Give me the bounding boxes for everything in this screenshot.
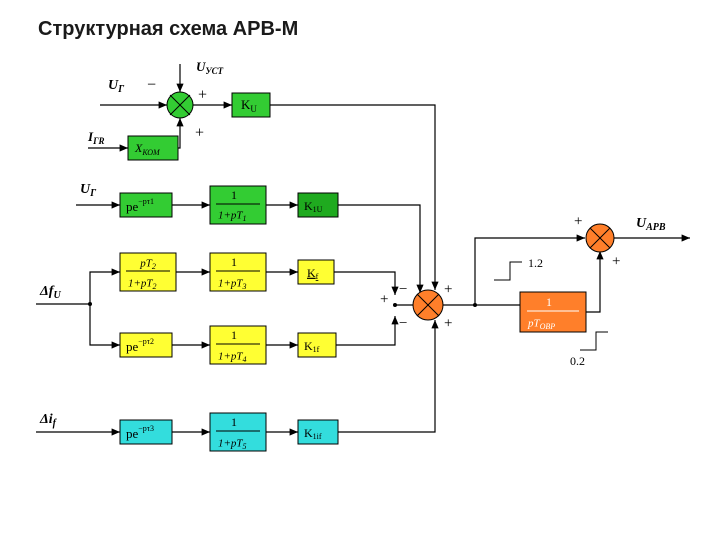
svg-text:1+pT1: 1+pT1: [218, 210, 247, 223]
svg-text:1: 1: [231, 415, 237, 429]
svg-text:1+pT3: 1+pT3: [218, 278, 247, 291]
svg-text:1+pT2: 1+pT2: [128, 278, 157, 291]
svg-text:+: +: [444, 315, 452, 331]
svg-text:+: +: [444, 281, 452, 297]
svg-text:−: −: [399, 315, 407, 331]
sign-plus-1: +: [198, 87, 207, 104]
svg-text:1: 1: [546, 295, 552, 309]
svg-text:+: +: [380, 291, 388, 307]
svg-text:+: +: [574, 213, 582, 229]
label-dfu: ΔfU: [39, 284, 61, 301]
label-ug: UГ: [108, 78, 125, 95]
diagram-canvas: UГ − UУСТ + IГR XКОМ + KU UГ pe−pτ1 1 1+…: [0, 0, 720, 540]
limit-lo: 0.2: [570, 354, 585, 368]
label-igr: IГR: [87, 129, 105, 146]
svg-text:1: 1: [231, 188, 237, 202]
label-ug2: UГ: [80, 182, 97, 199]
svg-text:1: 1: [231, 328, 237, 342]
sign-plus-2: +: [195, 125, 204, 142]
svg-text:+: +: [612, 253, 620, 269]
label-uust: UУСТ: [196, 59, 224, 76]
label-dif: Δif: [39, 412, 58, 429]
label-uarv: UАРВ: [636, 216, 666, 233]
limit-hi: 1.2: [528, 256, 543, 270]
sign-minus-1: −: [147, 77, 156, 94]
svg-text:1+pT4: 1+pT4: [218, 351, 247, 364]
svg-text:−: −: [399, 281, 407, 297]
svg-text:1+pT5: 1+pT5: [218, 438, 247, 451]
svg-text:1: 1: [231, 255, 237, 269]
